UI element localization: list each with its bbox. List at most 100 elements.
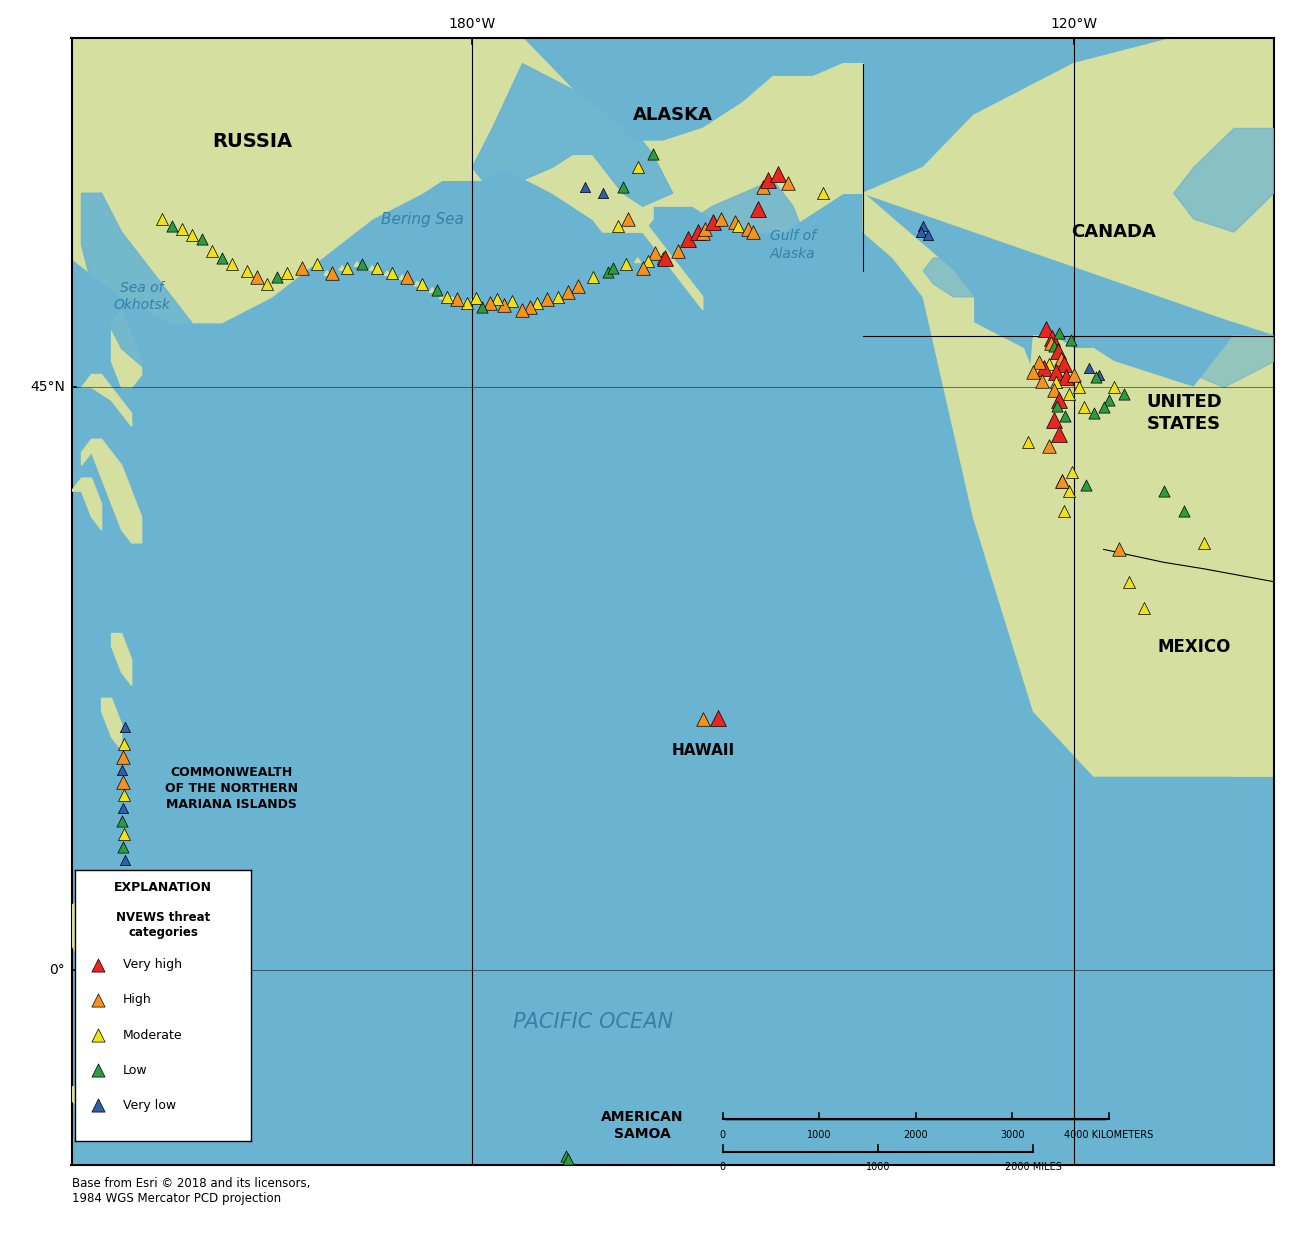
Point <box>88 1095 109 1115</box>
Point <box>221 254 242 274</box>
Point <box>728 215 749 235</box>
Polygon shape <box>429 288 436 292</box>
Text: COMMONWEALTH
OF THE NORTHERN
MARIANA ISLANDS: COMMONWEALTH OF THE NORTHERN MARIANA ISL… <box>165 767 298 812</box>
Point <box>1058 384 1079 404</box>
Point <box>1104 378 1124 398</box>
Polygon shape <box>472 64 672 206</box>
Point <box>747 199 768 219</box>
Text: 0°: 0° <box>49 963 65 977</box>
Point <box>396 267 417 287</box>
Point <box>593 183 614 203</box>
Point <box>488 290 508 310</box>
Point <box>1039 436 1060 456</box>
Polygon shape <box>280 271 285 276</box>
Point <box>1113 384 1134 404</box>
Point <box>753 176 774 196</box>
Polygon shape <box>72 38 653 322</box>
Text: NVEWS threat
categories: NVEWS threat categories <box>116 910 211 938</box>
Point <box>618 209 638 229</box>
Polygon shape <box>1154 685 1274 776</box>
Point <box>172 219 192 239</box>
Point <box>1052 471 1072 491</box>
Polygon shape <box>494 297 500 301</box>
Polygon shape <box>72 38 653 297</box>
Point <box>151 209 172 229</box>
Polygon shape <box>863 193 1274 776</box>
Text: HAWAII: HAWAII <box>671 743 734 758</box>
Polygon shape <box>82 193 202 388</box>
Point <box>1031 371 1052 392</box>
Point <box>1063 364 1084 384</box>
Point <box>547 287 568 307</box>
Point <box>1086 368 1106 388</box>
Point <box>1018 432 1039 452</box>
Text: 2000: 2000 <box>903 1129 928 1139</box>
Point <box>567 277 588 297</box>
Text: High: High <box>122 993 152 1006</box>
Point <box>352 254 373 274</box>
Point <box>465 288 486 308</box>
Polygon shape <box>324 271 330 276</box>
Point <box>88 954 109 974</box>
Point <box>526 293 547 313</box>
Point <box>1074 397 1095 417</box>
Point <box>1174 500 1195 520</box>
Point <box>607 215 628 235</box>
Point <box>555 1146 576 1166</box>
Polygon shape <box>528 305 533 310</box>
Point <box>247 267 268 287</box>
Polygon shape <box>72 1087 142 1138</box>
Polygon shape <box>1174 322 1274 388</box>
Text: 1000: 1000 <box>866 1162 891 1172</box>
Polygon shape <box>510 300 515 303</box>
Polygon shape <box>339 266 344 271</box>
Polygon shape <box>153 214 160 219</box>
Polygon shape <box>472 296 477 300</box>
Point <box>367 258 387 278</box>
Text: 45°N: 45°N <box>30 380 65 394</box>
Point <box>1053 500 1074 520</box>
Polygon shape <box>142 996 202 1061</box>
Point <box>615 254 636 274</box>
Point <box>88 1060 109 1080</box>
Point <box>1039 354 1060 374</box>
Point <box>307 254 328 274</box>
Point <box>1061 462 1082 482</box>
Polygon shape <box>459 301 465 305</box>
Polygon shape <box>234 262 239 267</box>
Polygon shape <box>161 996 231 1074</box>
Point <box>1061 330 1082 350</box>
Polygon shape <box>101 699 122 750</box>
Point <box>777 172 798 193</box>
Polygon shape <box>384 271 390 276</box>
Polygon shape <box>112 310 142 388</box>
Text: Bering Sea: Bering Sea <box>381 212 464 227</box>
Text: AMERICAN
SAMOA: AMERICAN SAMOA <box>602 1110 684 1142</box>
Text: PACIFIC OCEAN: PACIFIC OCEAN <box>512 1012 672 1032</box>
Polygon shape <box>534 301 541 305</box>
Point <box>710 209 731 229</box>
Point <box>382 263 403 283</box>
Polygon shape <box>693 193 863 232</box>
Polygon shape <box>439 295 446 298</box>
Point <box>191 228 212 248</box>
Point <box>494 295 515 315</box>
Point <box>742 222 763 242</box>
Text: Very high: Very high <box>122 958 182 971</box>
Polygon shape <box>82 439 142 543</box>
Point <box>1043 409 1063 429</box>
Text: MEXICO: MEXICO <box>1157 637 1231 656</box>
Text: Base from Esri © 2018 and its licensors,
1984 WGS Mercator PCD projection: Base from Esri © 2018 and its licensors,… <box>72 1177 309 1205</box>
Point <box>88 1025 109 1045</box>
Polygon shape <box>294 266 300 271</box>
Point <box>1054 405 1075 426</box>
Point <box>1048 390 1069 410</box>
Polygon shape <box>555 295 560 298</box>
Polygon shape <box>863 193 974 322</box>
Point <box>597 262 618 282</box>
Point <box>161 215 182 235</box>
Text: 0: 0 <box>720 1162 725 1172</box>
Polygon shape <box>480 305 485 310</box>
Point <box>812 183 833 203</box>
Text: UNITED
STATES: UNITED STATES <box>1145 393 1222 433</box>
